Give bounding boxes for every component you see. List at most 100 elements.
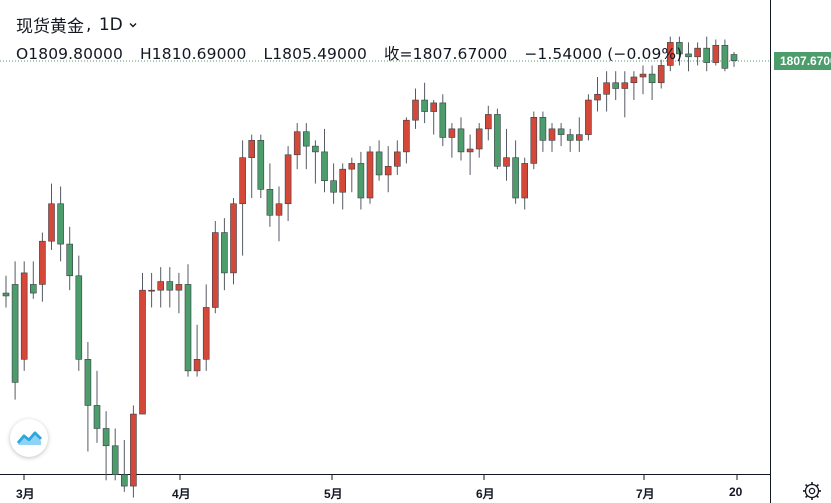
- candle-body: [621, 82, 629, 89]
- candle-body: [212, 232, 219, 308]
- candle-body: [430, 102, 438, 112]
- candle-body: [148, 289, 155, 292]
- candle-body: [330, 180, 337, 193]
- chart-legend: 现货黄金, 1D O1809.80000 H1810.69000 L1805.4…: [16, 12, 694, 64]
- candle-body: [612, 82, 620, 89]
- symbol-name[interactable]: 现货黄金: [16, 17, 84, 37]
- candle-body: [357, 163, 365, 199]
- candle-body: [548, 128, 556, 141]
- candle-body: [575, 134, 583, 141]
- candle-body: [475, 128, 483, 150]
- candle-body: [48, 203, 55, 242]
- open-value: O1809.80000: [16, 45, 123, 63]
- low-value: L1805.49000: [263, 45, 367, 63]
- close-value: 收=1807.67000: [383, 45, 508, 63]
- candle-body: [666, 42, 674, 66]
- candle-body: [393, 151, 401, 167]
- x-tick-label: 6月: [476, 487, 495, 501]
- candle-body: [39, 240, 46, 285]
- candle-body: [503, 157, 510, 167]
- candle-body: [594, 93, 601, 101]
- candle-body: [512, 157, 519, 199]
- candle-body: [703, 47, 711, 63]
- tradingview-logo-icon[interactable]: [10, 419, 48, 457]
- candle-body: [2, 292, 10, 297]
- candle-body: [639, 73, 647, 78]
- candle-body: [75, 275, 83, 360]
- candle-body: [239, 157, 246, 205]
- candle-body: [293, 131, 301, 156]
- candle-body: [694, 47, 701, 58]
- candle-body: [230, 203, 237, 274]
- candle-body: [448, 128, 456, 138]
- candle-body: [20, 272, 28, 360]
- candle-body: [339, 168, 347, 193]
- candle-body: [166, 281, 174, 291]
- candle-body: [712, 44, 720, 63]
- candle-body: [84, 359, 92, 406]
- candle-body: [566, 134, 574, 141]
- candle-body: [457, 128, 465, 153]
- candle-body: [111, 445, 119, 475]
- x-tick-label: 5月: [324, 487, 343, 501]
- candle-body: [57, 203, 64, 245]
- candle-body: [348, 163, 356, 170]
- candle-body: [202, 307, 210, 360]
- candle-body: [275, 203, 283, 216]
- candle-body: [312, 145, 319, 153]
- candle-body: [384, 165, 392, 176]
- x-tick-label: 4月: [172, 487, 191, 501]
- x-tick-label: 3月: [16, 487, 35, 501]
- candle-body: [157, 281, 164, 291]
- candle-body: [439, 102, 447, 138]
- candle-body: [685, 53, 692, 58]
- candle-body: [93, 405, 101, 429]
- candle-body: [321, 151, 328, 181]
- high-value: H1810.69000: [140, 45, 247, 63]
- chevron-down-icon[interactable]: [129, 21, 137, 29]
- candle-body: [421, 99, 428, 112]
- candle-body: [248, 140, 255, 158]
- legend-separator: ,: [86, 14, 97, 35]
- candle-body: [494, 114, 501, 167]
- candle-body: [539, 117, 547, 141]
- change-value: −1.54000 (−0.09%): [524, 45, 683, 63]
- candle-body: [585, 99, 592, 135]
- candle-body: [721, 44, 729, 69]
- candle-body: [466, 148, 474, 153]
- candle-body: [29, 284, 37, 294]
- candle-body: [139, 289, 146, 415]
- candle-body: [375, 151, 383, 176]
- candle-body: [630, 76, 638, 84]
- candle-body: [130, 413, 137, 487]
- gear-icon[interactable]: [801, 480, 823, 502]
- x-axis-ticks: [23, 475, 738, 480]
- interval-label[interactable]: 1D: [98, 14, 123, 35]
- x-tick-label: 7月: [636, 487, 655, 501]
- candle-body: [184, 284, 192, 372]
- candle-body: [11, 284, 19, 383]
- candle-body: [193, 359, 201, 372]
- candle-body: [366, 151, 374, 199]
- candle-body: [266, 189, 274, 216]
- last-price-tag: 1807.67000: [774, 52, 831, 70]
- candle-body: [121, 474, 128, 487]
- candle-body: [557, 128, 565, 135]
- candle-body: [484, 114, 492, 130]
- candle-body: [603, 82, 610, 95]
- candle-body: [530, 117, 538, 164]
- candle-body: [657, 65, 665, 84]
- candle-body: [730, 54, 738, 61]
- candle-body: [284, 154, 292, 205]
- candle-body: [648, 73, 656, 84]
- candle-body: [403, 119, 410, 153]
- candle-body: [676, 42, 683, 55]
- candle-body: [257, 140, 265, 190]
- candle-body: [102, 428, 110, 447]
- candle-body: [66, 243, 73, 277]
- candle-body: [221, 232, 228, 274]
- candle-body: [521, 163, 529, 199]
- x-tick-label: 20: [729, 485, 743, 499]
- candlestick-series: [2, 36, 738, 498]
